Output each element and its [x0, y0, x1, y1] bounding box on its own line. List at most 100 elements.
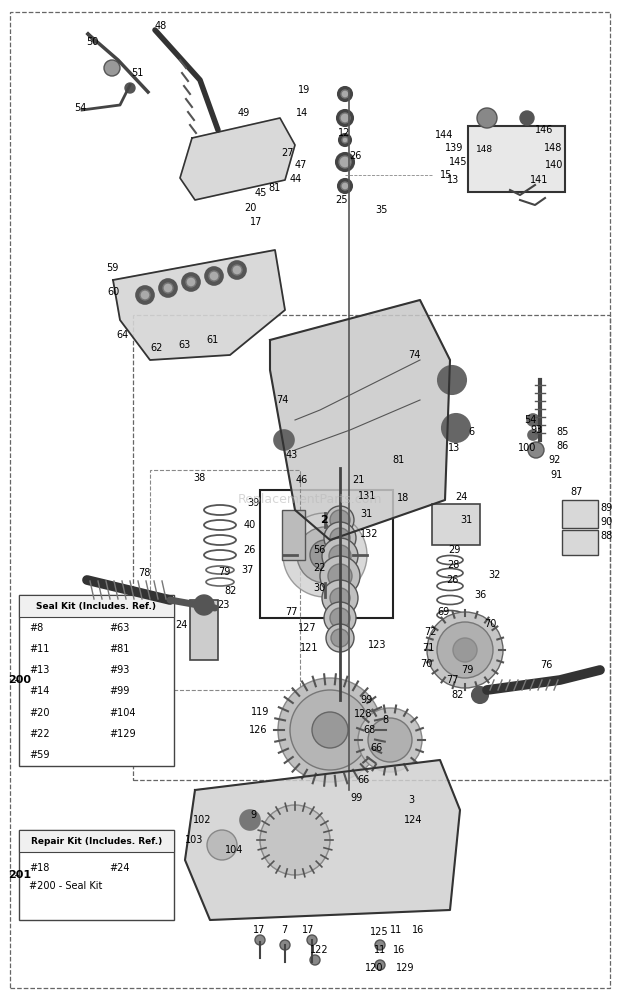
Text: 87: 87 [570, 487, 582, 497]
Bar [260, 490, 393, 618]
Circle shape [310, 540, 340, 570]
Text: #22: #22 [29, 729, 50, 739]
Text: #13: #13 [29, 666, 50, 676]
Text: 31: 31 [460, 515, 472, 525]
Text: 124: 124 [404, 815, 422, 825]
Text: 9: 9 [250, 810, 256, 820]
Text: 3: 3 [408, 795, 414, 805]
Text: 2: 2 [320, 515, 328, 525]
Text: 119: 119 [251, 707, 269, 717]
Circle shape [312, 712, 348, 748]
Text: #200 - Seal Kit: #200 - Seal Kit [29, 881, 102, 891]
Text: 72: 72 [424, 627, 436, 637]
Text: 77: 77 [446, 675, 459, 685]
Text: 141: 141 [530, 175, 548, 185]
Circle shape [330, 528, 350, 548]
Text: 48: 48 [155, 21, 167, 31]
Text: 81: 81 [392, 455, 404, 465]
Text: 89: 89 [600, 503, 613, 513]
Bar [190, 600, 218, 660]
Circle shape [278, 678, 382, 782]
Circle shape [477, 108, 497, 128]
Text: 85: 85 [556, 427, 569, 437]
Text: 54: 54 [524, 415, 536, 425]
Polygon shape [270, 300, 450, 540]
Text: 148: 148 [476, 145, 493, 154]
Text: 74: 74 [408, 350, 420, 360]
Circle shape [207, 830, 237, 860]
Circle shape [205, 267, 223, 285]
Text: 120: 120 [365, 963, 384, 973]
Text: 51: 51 [131, 68, 143, 78]
Circle shape [136, 286, 154, 304]
Circle shape [375, 940, 385, 950]
Text: 62: 62 [150, 343, 162, 353]
Text: 6: 6 [468, 427, 474, 437]
Circle shape [310, 955, 320, 965]
Circle shape [339, 156, 351, 168]
Bar [468, 126, 565, 192]
Circle shape [140, 290, 150, 300]
Text: 131: 131 [358, 491, 376, 500]
Text: 20: 20 [244, 203, 257, 213]
Circle shape [472, 687, 488, 703]
Circle shape [341, 182, 349, 190]
Circle shape [331, 629, 349, 647]
Text: 16: 16 [393, 945, 405, 955]
Circle shape [194, 595, 214, 615]
Text: #104: #104 [109, 708, 136, 718]
Text: 7: 7 [281, 925, 287, 935]
Text: #24: #24 [109, 863, 130, 873]
Text: 22: 22 [313, 563, 326, 573]
Text: 37: 37 [241, 565, 254, 575]
Text: 8: 8 [382, 715, 388, 725]
Text: 17: 17 [250, 217, 262, 227]
Text: 17: 17 [302, 925, 314, 935]
Circle shape [342, 137, 348, 143]
Text: 77: 77 [285, 607, 298, 617]
Text: 45: 45 [255, 188, 267, 198]
Text: ReplacementParts.com: ReplacementParts.com [237, 493, 383, 507]
Text: 26: 26 [349, 151, 361, 161]
Circle shape [297, 527, 353, 583]
Text: 145: 145 [449, 157, 467, 167]
Text: 79: 79 [461, 665, 474, 675]
Text: 50: 50 [86, 37, 99, 47]
Text: 66: 66 [370, 743, 383, 753]
Circle shape [322, 580, 358, 616]
Circle shape [336, 153, 354, 171]
Text: 146: 146 [535, 125, 554, 135]
Text: 144: 144 [435, 130, 453, 140]
Text: 78: 78 [138, 568, 151, 578]
Text: 82: 82 [451, 690, 463, 700]
Bar [19, 595, 174, 617]
Text: 15: 15 [440, 170, 453, 180]
Text: 148: 148 [544, 143, 562, 153]
Circle shape [232, 265, 242, 275]
Text: 123: 123 [368, 640, 386, 650]
Text: #93: #93 [109, 666, 130, 676]
Text: 36: 36 [474, 590, 486, 600]
Circle shape [255, 935, 265, 945]
Text: 44: 44 [290, 174, 303, 184]
Text: 11: 11 [374, 945, 386, 955]
Text: 92: 92 [548, 455, 560, 465]
Text: 63: 63 [178, 340, 190, 350]
Circle shape [182, 273, 200, 291]
Text: 122: 122 [310, 945, 329, 955]
Text: 43: 43 [286, 450, 298, 460]
Text: 140: 140 [545, 160, 564, 170]
Text: 11: 11 [390, 925, 402, 935]
Circle shape [340, 113, 350, 123]
Text: 47: 47 [295, 160, 308, 170]
Text: 91: 91 [550, 470, 562, 480]
Circle shape [375, 960, 385, 970]
Text: 88: 88 [600, 531, 613, 541]
Circle shape [338, 87, 352, 101]
Circle shape [125, 83, 135, 93]
Circle shape [290, 690, 370, 770]
Text: Repair Kit (Includes. Ref.): Repair Kit (Includes. Ref.) [31, 837, 162, 846]
Circle shape [324, 602, 356, 634]
Circle shape [341, 90, 349, 98]
Text: #129: #129 [109, 729, 136, 739]
